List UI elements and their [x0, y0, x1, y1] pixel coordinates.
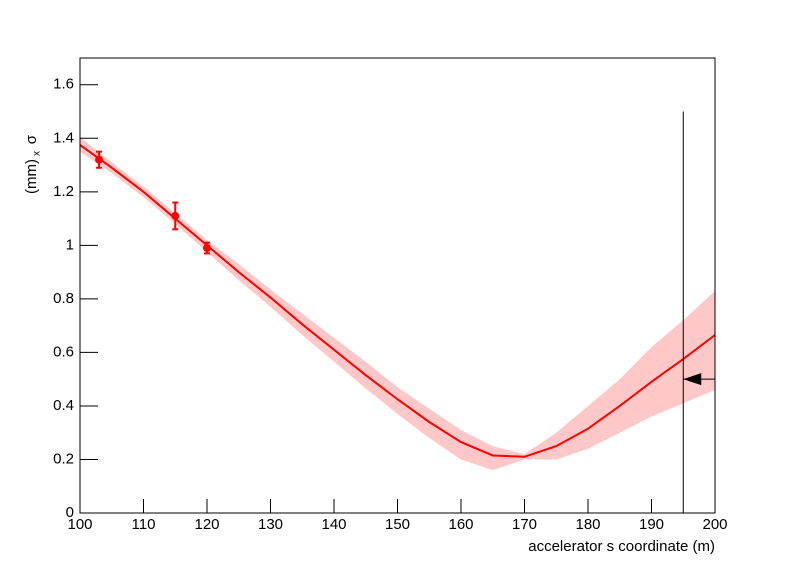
x-tick-label: 110: [132, 516, 156, 533]
y-tick-label: 1.6: [53, 76, 74, 93]
x-tick-label: 190: [639, 516, 664, 533]
y-label-unit: (mm): [23, 159, 40, 194]
fit-line: [79, 144, 716, 458]
data-point: [203, 244, 211, 253]
y-tick-label: 1.2: [53, 183, 74, 200]
y-tick-label: 0.6: [53, 343, 74, 360]
y-label-symbol: σ: [23, 134, 40, 144]
x-tick-label: 150: [385, 516, 410, 533]
x-tick-label: 140: [321, 516, 346, 533]
x-tick-label: 100: [67, 516, 92, 533]
x-tick-label: 170: [512, 516, 537, 533]
y-tick-label: 0.2: [53, 450, 74, 467]
y-tick-label: 1.4: [53, 129, 74, 146]
data-point: [171, 211, 180, 220]
x-tick-label: 200: [702, 516, 727, 533]
x-tick-label: 180: [575, 516, 600, 533]
error-band: [80, 136, 715, 471]
y-tick-label: 1: [66, 236, 74, 253]
x-tick-label: 120: [194, 516, 219, 533]
x-tick-label: 160: [448, 516, 473, 533]
data-point: [95, 155, 104, 164]
y-tick-label: 0.4: [53, 397, 74, 414]
x-axis-label: accelerator s coordinate (m): [528, 538, 715, 555]
y-tick-label: 0: [66, 504, 74, 521]
y-tick-label: 0.8: [53, 290, 74, 307]
x-tick-label: 130: [258, 516, 283, 533]
arrow-head: [683, 373, 702, 386]
y-label-subscript: x: [32, 151, 43, 156]
y-axis-label: σ x (mm): [23, 134, 43, 194]
